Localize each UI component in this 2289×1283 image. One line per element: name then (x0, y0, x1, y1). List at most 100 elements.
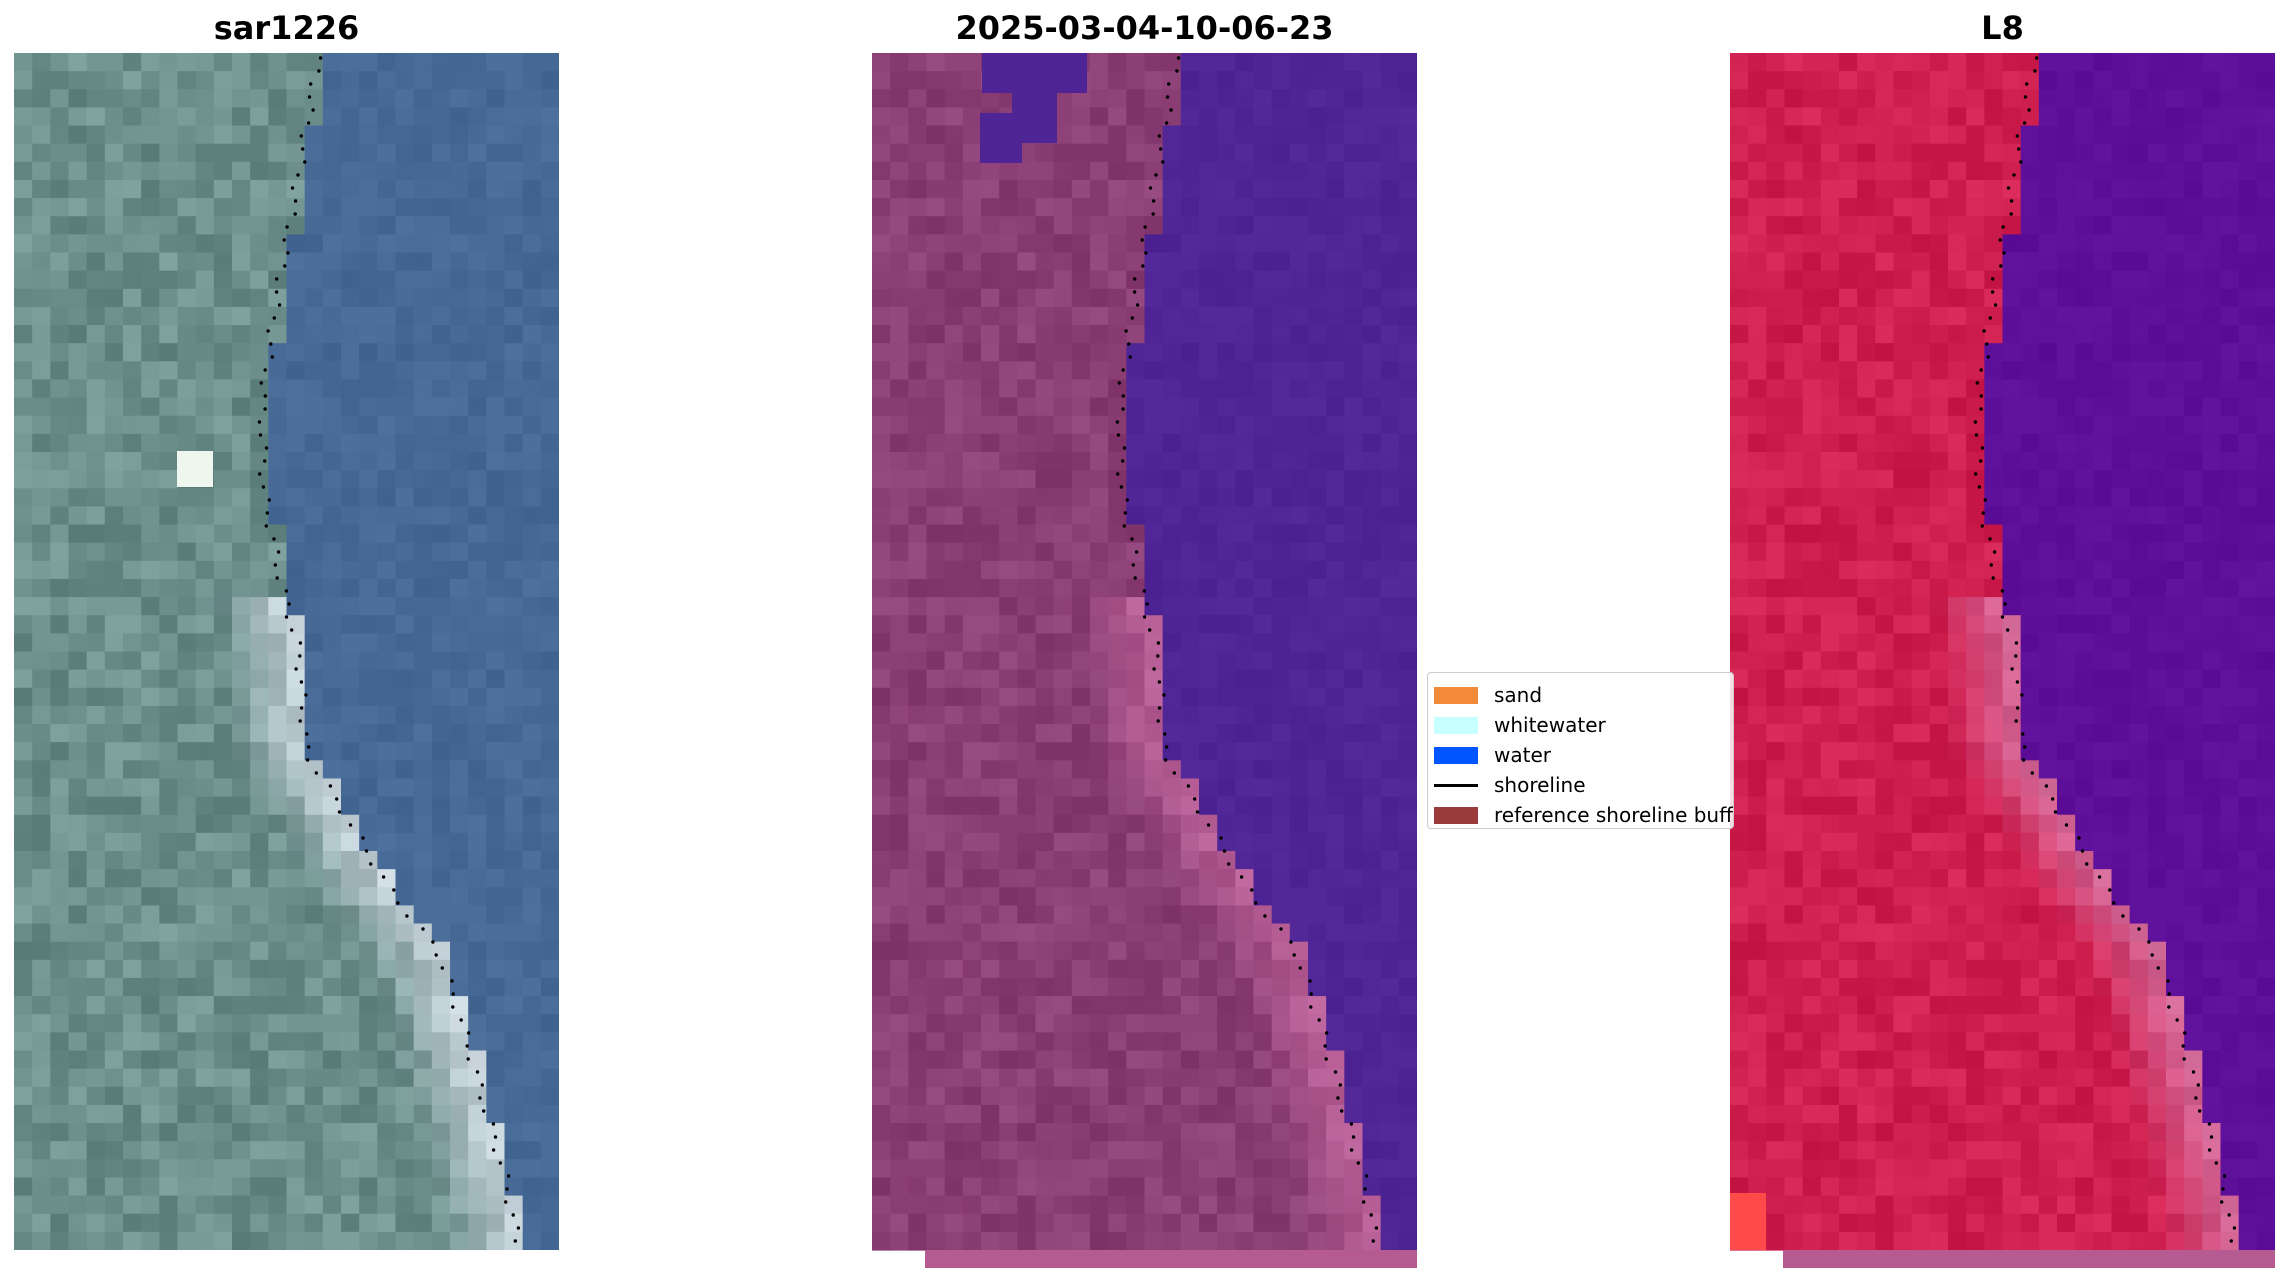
classified-pixel (926, 578, 946, 598)
mndwi-pixel (1893, 71, 1913, 90)
rgb-pixel (413, 288, 433, 308)
mndwi-pixel (2093, 433, 2113, 453)
classified-pixel (1271, 923, 1291, 943)
rgb-pixel (522, 288, 542, 308)
classified-pixel (1344, 397, 1364, 417)
classified-pixel (908, 923, 928, 943)
rgb-pixel (232, 796, 251, 816)
rgb-pixel (540, 125, 559, 145)
classified-pixel (999, 542, 1018, 562)
classified-pixel (1180, 1159, 1200, 1179)
rgb-pixel (123, 1159, 142, 1179)
mndwi-pixel (2129, 143, 2149, 163)
rgb-pixel (431, 597, 451, 616)
classified-pixel (1362, 270, 1382, 290)
mndwi-pixel (1893, 415, 1913, 435)
rgb-pixel (450, 524, 469, 544)
mndwi-pixel (2075, 270, 2094, 290)
classified-pixel (1053, 107, 1073, 127)
mndwi-pixel (2075, 107, 2094, 127)
classified-pixel (1380, 597, 1400, 616)
classified-pixel (1053, 470, 1073, 489)
rgb-pixel (504, 633, 524, 653)
rgb-pixel (377, 869, 397, 888)
rgb-pixel (468, 869, 487, 888)
classified-pixel (926, 1159, 946, 1179)
mndwi-pixel (1839, 470, 1858, 489)
mndwi-pixel (2256, 89, 2275, 109)
rgb-pixel (159, 470, 179, 489)
classified-pixel (1108, 905, 1127, 925)
rgb-pixel (177, 977, 197, 997)
mndwi-pixel (1875, 397, 1895, 417)
mndwi-pixel (1948, 216, 1967, 235)
rgb-pixel (286, 669, 306, 689)
classified-pixel (944, 705, 964, 725)
rgb-pixel (177, 1159, 197, 1179)
rgb-pixel (395, 161, 415, 181)
classified-pixel (962, 814, 982, 834)
mndwi-pixel (2256, 361, 2275, 381)
rgb-pixel (268, 125, 288, 145)
mndwi-pixel (2147, 361, 2167, 381)
rgb-pixel (359, 488, 378, 508)
classified-pixel (1053, 996, 1073, 1015)
rgb-pixel (141, 851, 160, 870)
rgb-pixel (395, 143, 415, 163)
rgb-pixel (504, 923, 524, 943)
rgb-pixel (413, 1159, 433, 1179)
classified-pixel (1162, 306, 1182, 326)
classified-pixel (999, 1104, 1018, 1124)
rgb-pixel (68, 288, 88, 308)
rgb-pixel (86, 198, 106, 217)
rgb-pixel (341, 198, 360, 217)
classified-pixel (1289, 542, 1309, 562)
classified-pixel (1053, 887, 1073, 907)
rgb-pixel (450, 651, 469, 671)
rgb-pixel (304, 524, 324, 544)
rgb-pixel (522, 216, 542, 235)
rgb-pixel (540, 161, 559, 181)
classified-pixel (1053, 1159, 1073, 1179)
classified-pixel (872, 1213, 891, 1233)
rgb-pixel (341, 887, 360, 907)
rgb-pixel (123, 742, 142, 761)
rgb-pixel (341, 397, 360, 417)
classified-pixel (962, 216, 982, 235)
rgb-pixel (68, 1159, 88, 1179)
rgb-pixel (141, 578, 160, 598)
rgb-pixel (213, 578, 233, 598)
classified-pixel (1108, 597, 1127, 616)
rgb-pixel (32, 506, 51, 526)
classified-pixel (1017, 1050, 1037, 1070)
classified-pixel (1289, 742, 1309, 761)
shoreline-point (513, 1239, 517, 1243)
mndwi-pixel (2220, 415, 2240, 435)
classified-pixel (1126, 869, 1146, 888)
classified-pixel (1271, 651, 1291, 671)
classified-pixel (1071, 869, 1091, 888)
rgb-pixel (395, 977, 415, 997)
mndwi-pixel (1857, 306, 1876, 326)
classified-pixel (890, 851, 909, 870)
rgb-pixel (195, 1068, 215, 1088)
classified-pixel (1144, 778, 1164, 798)
classified-pixel (926, 506, 946, 526)
rgb-pixel (359, 796, 378, 816)
classified-pixel (926, 1104, 946, 1124)
rgb-pixel (359, 125, 378, 145)
shoreline-point (1161, 160, 1165, 164)
classified-pixel (1362, 742, 1382, 761)
classified-pixel (1162, 778, 1182, 798)
rgb-pixel (486, 1014, 506, 1033)
classified-pixel (1308, 524, 1327, 544)
rgb-pixel (68, 415, 88, 435)
rgb-pixel (304, 796, 324, 816)
mndwi-pixel (2166, 270, 2185, 290)
rgb-pixel (540, 252, 559, 272)
rgb-pixel (486, 905, 506, 925)
classified-pixel (1071, 687, 1091, 707)
rgb-pixel (522, 1032, 542, 1052)
mndwi-pixel (1966, 470, 1985, 489)
classified-pixel (1053, 270, 1073, 290)
